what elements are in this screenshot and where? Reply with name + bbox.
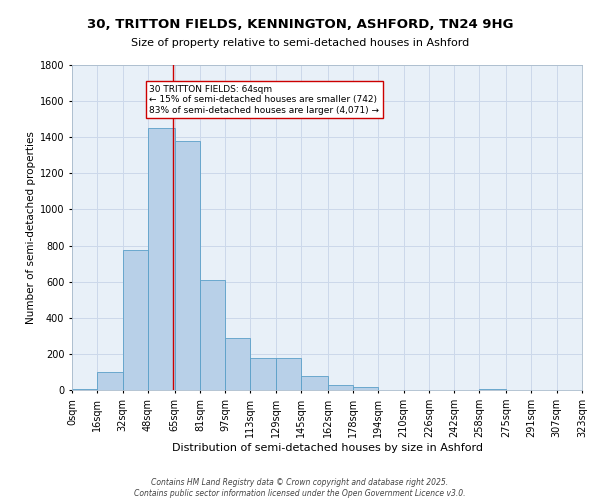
Bar <box>175 141 200 390</box>
Bar <box>200 280 225 390</box>
Text: 30 TRITTON FIELDS: 64sqm
← 15% of semi-detached houses are smaller (742)
83% of : 30 TRITTON FIELDS: 64sqm ← 15% of semi-d… <box>149 85 379 114</box>
Bar <box>72 389 97 390</box>
X-axis label: Distribution of semi-detached houses by size in Ashford: Distribution of semi-detached houses by … <box>172 442 482 452</box>
Bar <box>479 389 506 390</box>
Bar <box>328 385 353 390</box>
Bar <box>275 358 301 390</box>
Bar <box>250 358 275 390</box>
Text: Size of property relative to semi-detached houses in Ashford: Size of property relative to semi-detach… <box>131 38 469 48</box>
Bar <box>225 338 250 390</box>
Bar <box>148 128 175 390</box>
Text: 30, TRITTON FIELDS, KENNINGTON, ASHFORD, TN24 9HG: 30, TRITTON FIELDS, KENNINGTON, ASHFORD,… <box>87 18 513 30</box>
Y-axis label: Number of semi-detached properties: Number of semi-detached properties <box>26 131 35 324</box>
Bar <box>301 376 328 390</box>
Bar <box>97 372 122 390</box>
Bar <box>122 250 148 390</box>
Bar <box>353 388 379 390</box>
Text: Contains HM Land Registry data © Crown copyright and database right 2025.
Contai: Contains HM Land Registry data © Crown c… <box>134 478 466 498</box>
